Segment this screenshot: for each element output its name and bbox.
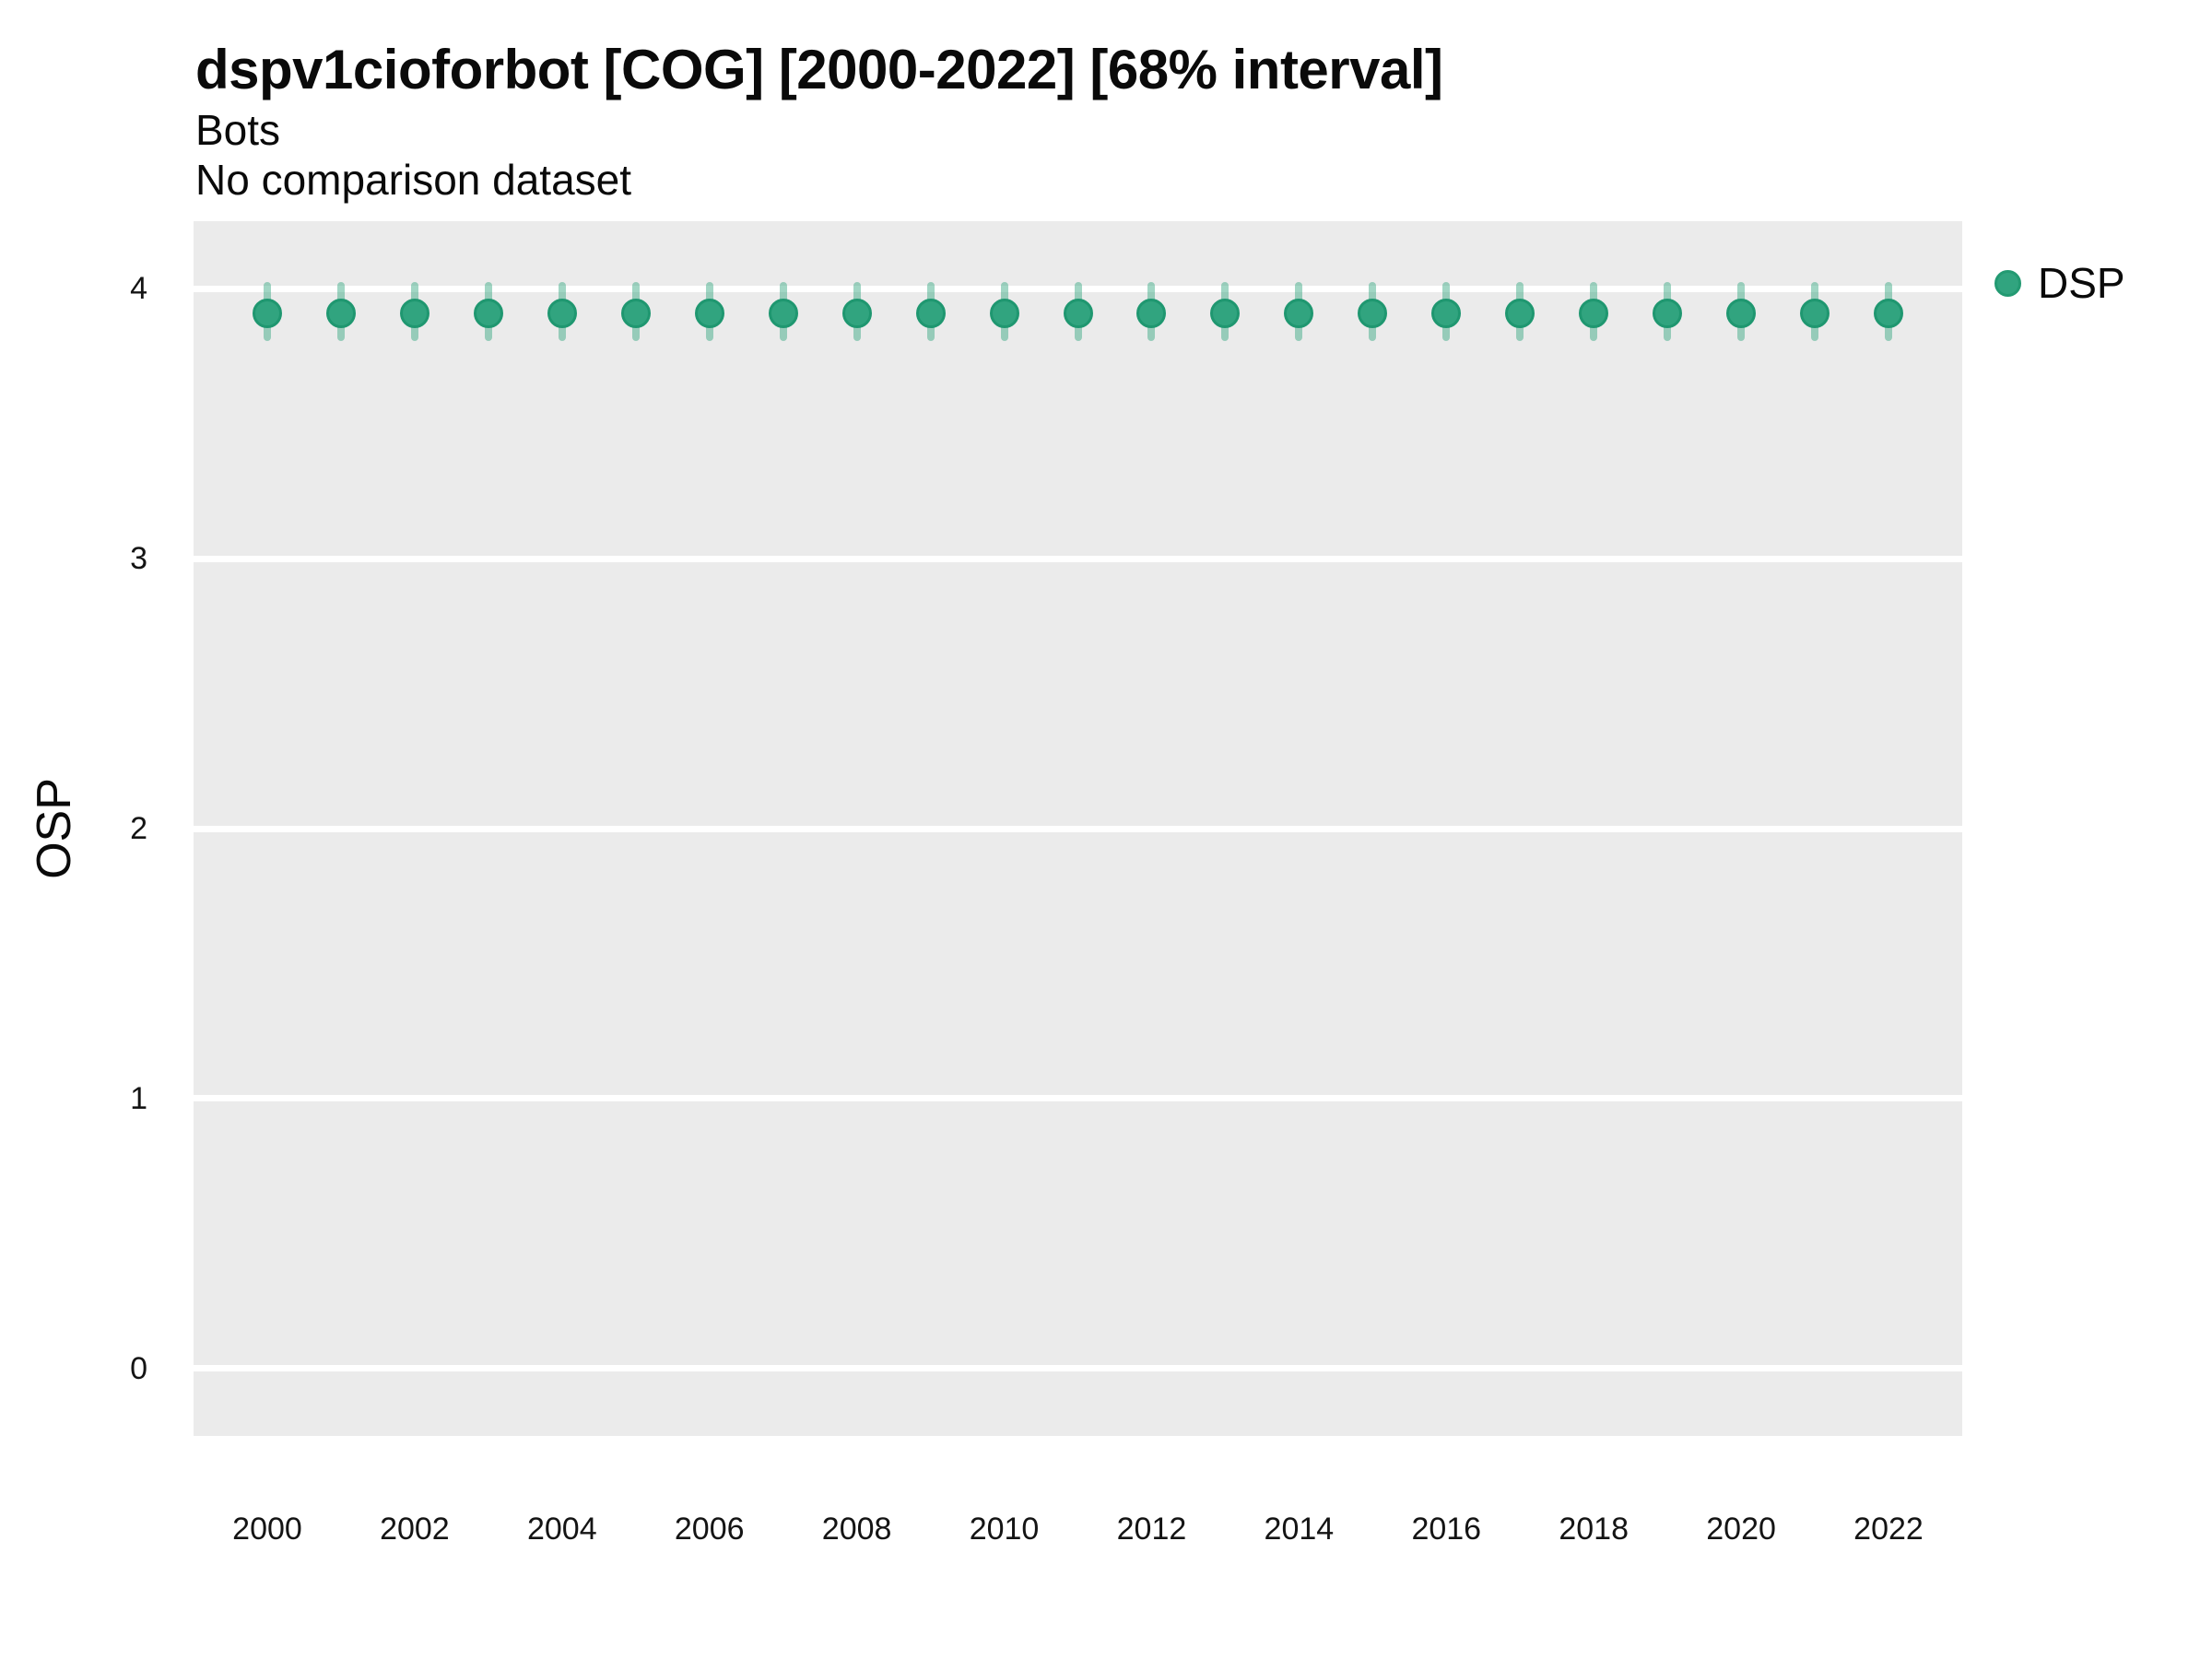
y-tick-label-3: 3: [130, 541, 147, 577]
gridline-y-1: [194, 1095, 1962, 1102]
chart-title: dspv1cioforbot [COG] [2000-2022] [68% in…: [195, 39, 1443, 100]
data-point-2020: [1726, 298, 1757, 328]
data-point-2005: [620, 298, 651, 328]
legend: DSP: [1994, 262, 2125, 304]
x-tick-label-2014: 2014: [1264, 1512, 1335, 1547]
y-tick-label-1: 1: [130, 1080, 147, 1116]
data-point-2014: [1284, 298, 1314, 328]
legend-label: DSP: [2038, 259, 2125, 307]
data-point-2002: [399, 298, 429, 328]
data-point-2021: [1800, 298, 1830, 328]
data-point-2011: [1063, 298, 1093, 328]
data-point-2013: [1210, 298, 1241, 328]
data-point-2019: [1653, 298, 1683, 328]
x-tick-label-2008: 2008: [821, 1512, 892, 1547]
x-tick-label-2002: 2002: [380, 1512, 450, 1547]
data-point-2012: [1136, 298, 1167, 328]
y-tick-label-0: 0: [130, 1350, 147, 1386]
data-point-2006: [694, 298, 724, 328]
data-point-2007: [768, 298, 798, 328]
x-tick-label-2018: 2018: [1559, 1512, 1629, 1547]
x-tick-label-2020: 2020: [1706, 1512, 1776, 1547]
data-point-2010: [989, 298, 1019, 328]
data-point-2001: [325, 298, 356, 328]
x-tick-label-2012: 2012: [1116, 1512, 1187, 1547]
data-point-2008: [841, 298, 872, 328]
data-point-2017: [1505, 298, 1535, 328]
gridline-y-3: [194, 555, 1962, 562]
data-point-2003: [473, 298, 503, 328]
gridline-y-2: [194, 825, 1962, 832]
chart-comparison-note: No comparison dataset: [195, 156, 632, 204]
data-point-2022: [1874, 298, 1903, 328]
x-tick-label-2006: 2006: [674, 1512, 745, 1547]
y-tick-label-4: 4: [130, 271, 147, 307]
data-point-2004: [547, 298, 577, 328]
x-tick-label-2000: 2000: [232, 1512, 302, 1547]
x-tick-label-2004: 2004: [526, 1512, 597, 1547]
x-tick-label-2010: 2010: [969, 1512, 1040, 1547]
gridline-y-4: [194, 285, 1962, 292]
chart-subtitle: Bots: [195, 106, 281, 154]
data-point-2015: [1358, 298, 1388, 328]
legend-dsp-dot-icon: [1994, 269, 2021, 297]
data-point-2009: [915, 298, 946, 328]
x-tick-label-2022: 2022: [1853, 1512, 1924, 1547]
gridline-y-0: [194, 1365, 1962, 1372]
data-point-2000: [253, 298, 282, 328]
data-point-2018: [1579, 298, 1609, 328]
x-tick-label-2016: 2016: [1411, 1512, 1482, 1547]
y-tick-label-2: 2: [130, 811, 147, 846]
plot-panel: [194, 221, 1962, 1436]
data-point-2016: [1431, 298, 1462, 328]
